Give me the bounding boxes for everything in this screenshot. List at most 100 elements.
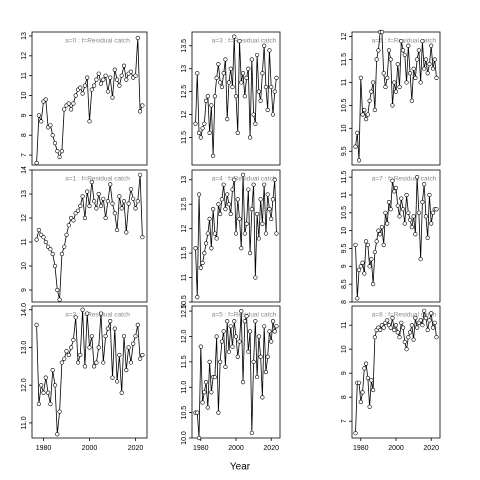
data-point xyxy=(274,324,279,329)
data-point xyxy=(195,295,200,300)
data-point xyxy=(228,211,233,217)
x-tick-label: 2020 xyxy=(263,445,279,452)
y-tick-label: 13 xyxy=(181,65,188,73)
data-point xyxy=(207,216,212,221)
data-point xyxy=(418,318,423,323)
data-point xyxy=(103,334,108,339)
data-point xyxy=(369,89,374,94)
data-point xyxy=(230,84,235,90)
y-tick-label: 9 xyxy=(341,264,348,268)
data-point xyxy=(96,191,101,197)
data-point xyxy=(225,117,230,122)
data-point xyxy=(379,29,385,35)
y-tick-label: 11.5 xyxy=(341,53,348,66)
data-point xyxy=(214,75,219,80)
y-tick-label: 7 xyxy=(341,419,348,423)
data-point xyxy=(198,344,203,349)
x-tick-label: 2020 xyxy=(423,445,439,452)
data-point xyxy=(85,75,90,80)
x-tick-label: 1980 xyxy=(36,445,52,452)
data-point xyxy=(239,80,244,85)
data-point xyxy=(423,214,429,219)
y-tick-label: 8 xyxy=(341,300,348,304)
y-tick-label: 10 xyxy=(341,124,348,132)
data-point xyxy=(388,57,393,62)
data-point xyxy=(371,282,376,287)
data-point xyxy=(218,359,223,364)
data-point xyxy=(219,197,225,202)
data-point xyxy=(98,311,104,316)
data-point xyxy=(110,201,115,206)
data-point xyxy=(52,383,58,388)
data-point xyxy=(246,66,251,71)
data-point xyxy=(211,207,216,212)
data-point xyxy=(256,236,261,241)
data-point xyxy=(237,339,242,344)
data-point xyxy=(209,246,214,251)
data-point xyxy=(397,335,402,340)
data-point xyxy=(429,311,434,316)
y-tick-label: 10.5 xyxy=(181,295,188,309)
data-point xyxy=(237,216,242,221)
data-point xyxy=(367,404,372,409)
data-point xyxy=(91,83,97,88)
data-point xyxy=(242,319,247,324)
data-point xyxy=(57,154,62,160)
data-point xyxy=(75,208,81,213)
data-point xyxy=(203,380,209,385)
data-point xyxy=(207,130,212,135)
data-point xyxy=(404,80,409,85)
series-line xyxy=(36,174,143,300)
data-point xyxy=(82,83,87,88)
data-point xyxy=(395,62,400,67)
data-point xyxy=(258,98,263,103)
data-point xyxy=(233,94,239,99)
y-tick-label: 9 xyxy=(21,113,28,117)
data-point xyxy=(71,101,76,106)
data-point xyxy=(209,390,214,395)
data-point xyxy=(226,80,232,85)
data-point xyxy=(385,221,390,226)
data-point xyxy=(385,75,390,80)
data-point xyxy=(87,119,92,124)
y-tick-label: 11.5 xyxy=(181,355,188,368)
data-point xyxy=(121,334,127,339)
data-point xyxy=(68,345,74,350)
data-point xyxy=(407,217,413,223)
data-point xyxy=(80,307,85,312)
data-point xyxy=(427,192,432,198)
data-point xyxy=(406,43,411,48)
data-point xyxy=(212,94,217,99)
panel-frame xyxy=(351,31,441,166)
y-tick-label: 9.5 xyxy=(341,146,348,156)
data-point xyxy=(230,344,235,349)
panel-frame xyxy=(351,169,441,303)
data-point xyxy=(263,369,269,375)
data-point xyxy=(367,264,372,269)
data-point xyxy=(205,94,210,99)
data-point xyxy=(371,387,376,393)
data-point xyxy=(117,352,122,358)
data-point xyxy=(251,359,256,364)
panel-title: a=6 : f=Residual catch xyxy=(372,38,437,45)
data-point xyxy=(91,364,97,369)
data-point xyxy=(269,339,274,344)
data-point xyxy=(87,345,92,350)
data-point xyxy=(211,153,216,158)
data-point xyxy=(66,101,71,106)
data-point xyxy=(265,354,270,359)
data-point xyxy=(244,75,249,80)
y-tick-label: 8 xyxy=(341,395,348,399)
data-point xyxy=(237,39,242,44)
data-point xyxy=(362,107,367,113)
data-point xyxy=(369,257,374,262)
data-point xyxy=(119,390,124,395)
data-point xyxy=(94,360,99,365)
data-point xyxy=(140,103,145,108)
data-point xyxy=(64,232,69,237)
data-point xyxy=(390,103,395,108)
data-point xyxy=(365,375,370,381)
x-tick-label: 1980 xyxy=(193,445,209,452)
data-point xyxy=(253,275,258,280)
data-point xyxy=(430,210,436,215)
